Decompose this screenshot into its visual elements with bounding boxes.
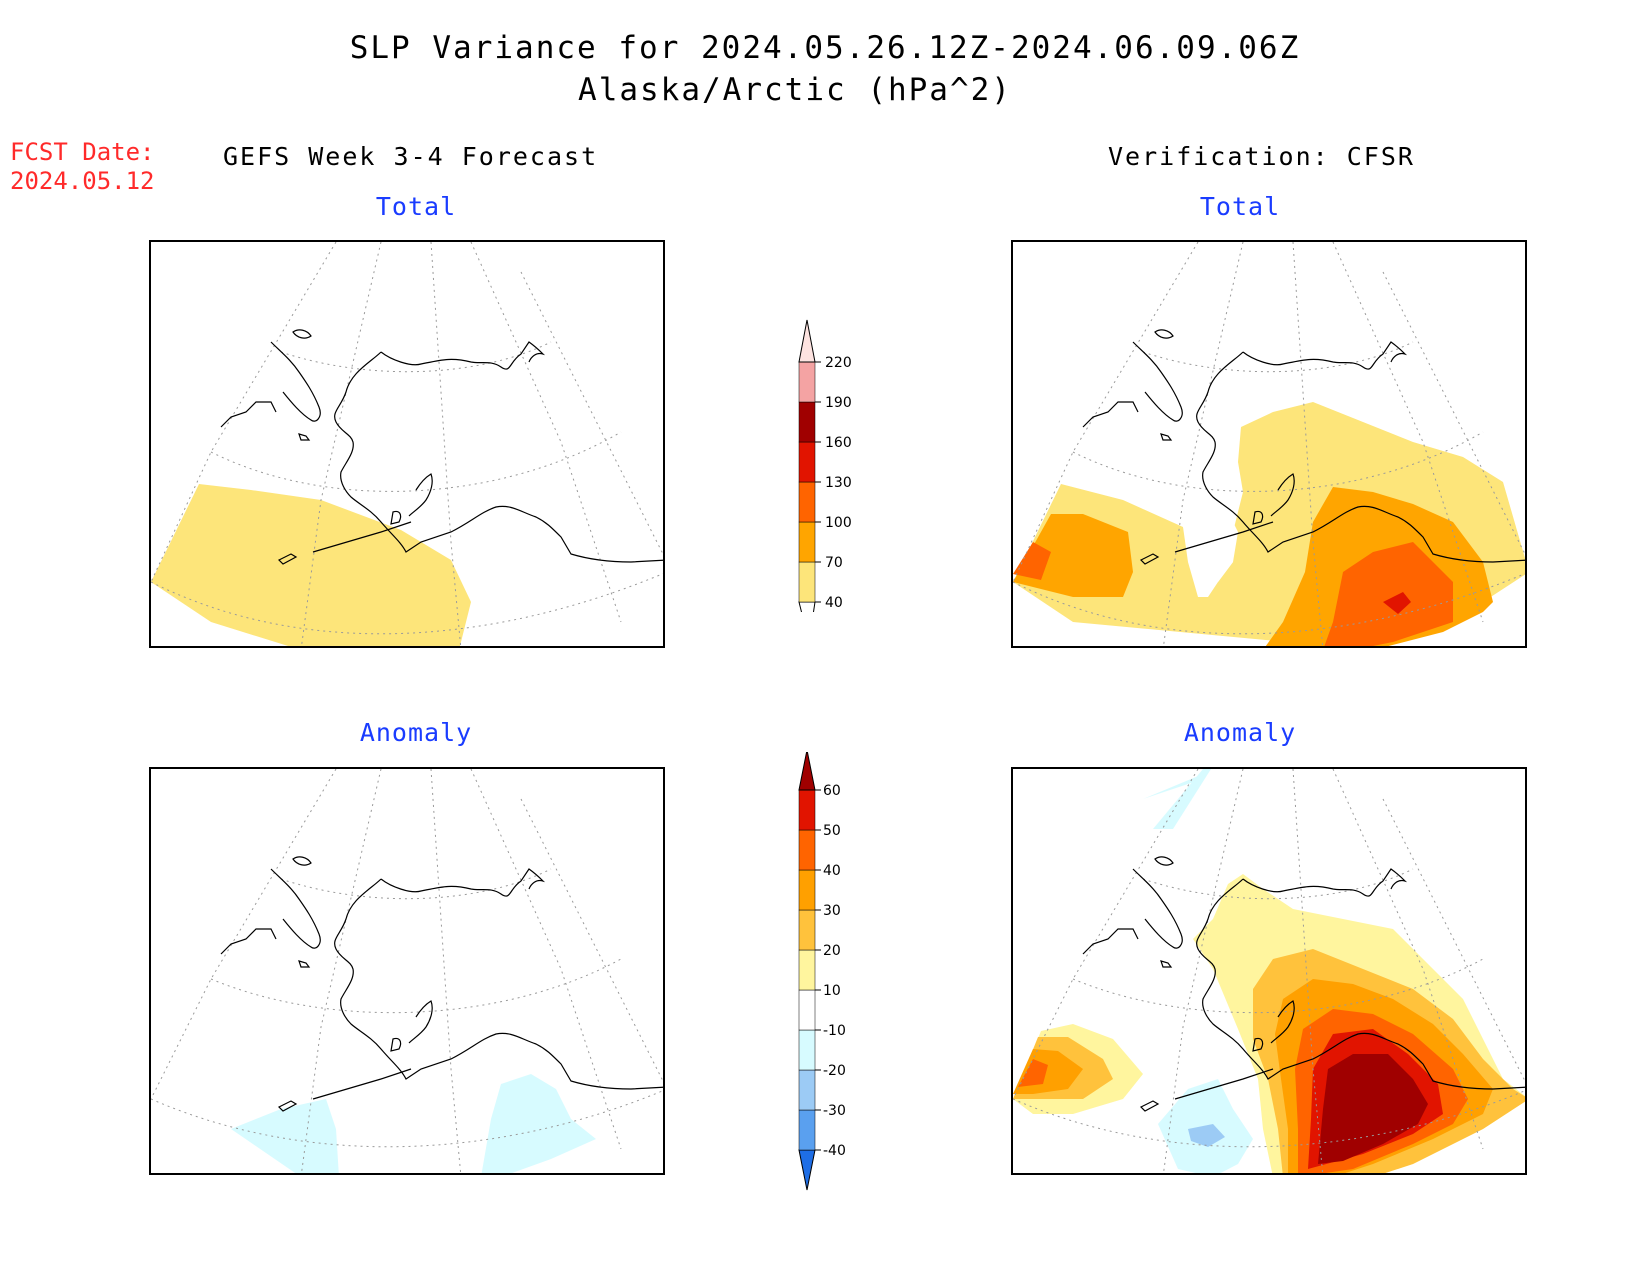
colorbar-anomaly-tick-label: 60 xyxy=(823,783,841,799)
colorbar-anomaly-swatch xyxy=(798,1109,816,1151)
colorbar-total-tick-label: 220 xyxy=(825,355,852,371)
colorbar-anomaly-swatch xyxy=(798,1029,816,1071)
colorbar-anomaly: -40 -30 -20 -10 10 20 30 40 50 60 xyxy=(798,752,846,1191)
colorbar-total-upper-arrow xyxy=(798,319,816,363)
map-panel-verification-total xyxy=(1011,240,1527,648)
main-title: SLP Variance for 2024.05.26.12Z-2024.06.… xyxy=(349,30,1301,66)
contour-fill-m10-m20 xyxy=(1153,769,1211,829)
colorbar-anomaly-upper-arrow xyxy=(798,752,816,791)
panel-title-top-left: Total xyxy=(375,192,457,221)
colorbar-anomaly-tick-label: 50 xyxy=(823,823,841,839)
colorbar-anomaly-swatch xyxy=(798,909,816,951)
colorbar-anomaly-tick-label: -30 xyxy=(823,1103,846,1119)
colorbar-anomaly-tick-label: -40 xyxy=(823,1143,846,1159)
main-subtitle: Alaska/Arctic (hPa^2) xyxy=(578,72,1012,108)
coastline xyxy=(220,329,663,565)
panel-title-bottom-left: Anomaly xyxy=(359,718,473,747)
contour-fill-gt60 xyxy=(1318,1054,1428,1164)
colorbar-anomaly-swatch xyxy=(798,829,816,871)
colorbar-total-tick-label: 100 xyxy=(825,515,852,531)
contour-fill-m20-m30 xyxy=(1188,1124,1225,1147)
contour-fill-40-50 xyxy=(1018,1059,1048,1087)
left-column-heading: GEFS Week 3-4 Forecast xyxy=(223,142,599,171)
panel-title-bottom-right: Anomaly xyxy=(1183,718,1297,747)
colorbar-total-swatch xyxy=(798,561,816,603)
fcst-date-label: FCST Date: xyxy=(10,138,155,166)
fcst-date-block: FCST Date: 2024.05.12 xyxy=(10,138,155,196)
colorbar-total-tick-label: 190 xyxy=(825,395,852,411)
fcst-date-value: 2024.05.12 xyxy=(10,167,155,195)
graticule xyxy=(151,769,663,1173)
contour-fill-m10-m20 xyxy=(481,1074,596,1173)
colorbar-total-tick-label: 160 xyxy=(825,435,852,451)
colorbar-anomaly-tick-label: -20 xyxy=(823,1063,846,1079)
colorbar-anomaly-tick-label: -10 xyxy=(823,1023,846,1039)
colorbar-anomaly-lower-arrow xyxy=(798,1149,816,1191)
contour-fill-100-130 xyxy=(1013,542,1051,580)
colorbar-anomaly-tick-label: 40 xyxy=(823,863,841,879)
contour-fill-100-130 xyxy=(1324,542,1453,646)
colorbar-total-tick-label: 130 xyxy=(825,475,852,491)
colorbar-total-swatch xyxy=(798,361,816,403)
colorbar-total-lower-arrow xyxy=(798,601,816,612)
panel-title-top-right: Total xyxy=(1199,192,1281,221)
coastline xyxy=(220,856,663,1112)
colorbar-anomaly-swatch xyxy=(798,789,816,831)
colorbar-anomaly-tick-label: 30 xyxy=(823,903,841,919)
colorbar-total-swatch xyxy=(798,481,816,523)
contour-fill-40-70 xyxy=(151,484,471,646)
map-panel-verification-anomaly xyxy=(1011,767,1527,1175)
contour-fill-70-100 xyxy=(1013,514,1133,597)
coastline xyxy=(1082,856,1525,1112)
colorbar-total-swatch xyxy=(798,521,816,563)
map-panel-forecast-anomaly xyxy=(149,767,665,1175)
coastline xyxy=(1082,329,1525,565)
colorbar-total: 40 70 100 130 160 190 220 xyxy=(798,319,852,612)
graticule xyxy=(1013,769,1525,1173)
contour-fill-40-70-gap xyxy=(1183,512,1238,597)
colorbar-total-swatch xyxy=(798,401,816,443)
contour-fill-m10-m20 xyxy=(231,1099,339,1173)
colorbar-anomaly-swatch xyxy=(798,1069,816,1111)
colorbar-total-tick-label: 40 xyxy=(825,595,843,611)
colorbar-anomaly-swatch xyxy=(798,949,816,991)
colorbar-anomaly-swatch xyxy=(798,869,816,911)
colorbar-anomaly-tick-label: 20 xyxy=(823,943,841,959)
colorbar-total-tick-label: 70 xyxy=(825,555,843,571)
graticule xyxy=(151,242,663,646)
colorbar-anomaly-tick-label: 10 xyxy=(823,983,841,999)
colorbar-total-swatch xyxy=(798,441,816,483)
right-column-heading: Verification: CFSR xyxy=(1108,142,1415,171)
colorbar-anomaly-swatch xyxy=(798,989,816,1031)
contour-fill-130-160 xyxy=(1383,592,1411,614)
graticule xyxy=(1013,242,1525,646)
map-panel-forecast-total xyxy=(149,240,665,648)
